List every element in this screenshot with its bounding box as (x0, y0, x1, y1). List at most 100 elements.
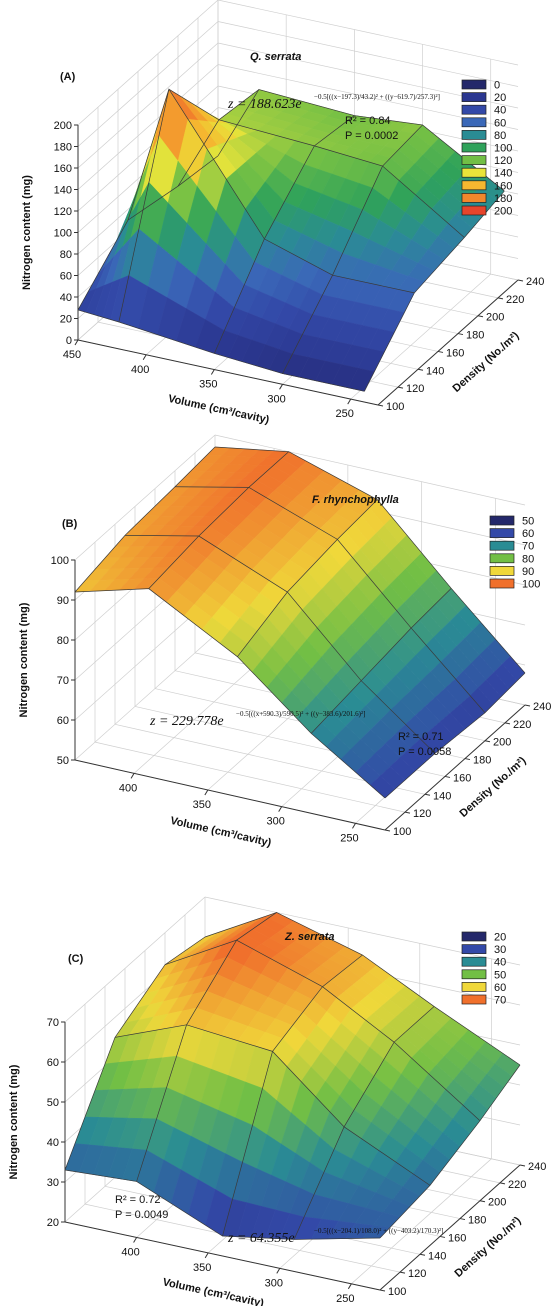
statistic: P = 0.0058 (398, 746, 451, 758)
legend-label: 50 (522, 516, 534, 528)
z-tick-label: 160 (54, 163, 72, 175)
wire-line (384, 672, 526, 799)
wire-line (237, 499, 378, 657)
z-tick-label: 100 (51, 555, 69, 567)
tick-mark (379, 1289, 386, 1292)
tick-mark (377, 404, 384, 407)
legend-swatch (461, 994, 487, 1005)
panel-title: Q. serrata (250, 51, 301, 63)
z-tick-label: 140 (54, 185, 72, 197)
legend-label: 70 (522, 541, 534, 553)
y-tick-label: 140 (433, 790, 451, 802)
wire-line (282, 124, 423, 374)
statistic: P = 0.0002 (345, 130, 398, 142)
legend-label: 120 (494, 155, 512, 167)
tick-mark (524, 704, 531, 707)
tick-mark (384, 829, 391, 832)
y-tick-label: 240 (528, 1161, 546, 1173)
z-tick-label: 60 (57, 715, 69, 727)
legend-swatch (461, 92, 487, 102)
x-tick-label: 300 (267, 393, 285, 405)
tick-mark (276, 1268, 281, 1274)
z-tick-label: 90 (57, 595, 69, 607)
equation-base: z = 64.355e (227, 1231, 295, 1246)
wire-line (214, 115, 355, 354)
legend-label: 20 (494, 932, 506, 944)
x-tick-label: 350 (193, 799, 211, 811)
y-axis-title: Density (No./m²) (451, 329, 522, 394)
y-tick-label: 100 (388, 1286, 406, 1298)
legend-swatch (461, 167, 487, 178)
tick-mark (479, 1200, 486, 1203)
legend-swatch (489, 566, 515, 576)
statistic: R² = 0.84 (345, 115, 391, 127)
z-tick-label: 40 (60, 292, 72, 304)
tick-mark (499, 1182, 506, 1185)
legend-label: 100 (494, 143, 512, 155)
grid-line (351, 1158, 492, 1285)
legend-swatch (461, 969, 487, 980)
z-tick-label: 0 (66, 335, 72, 347)
wire-line (77, 155, 219, 311)
tick-mark (484, 740, 491, 743)
wire-line (379, 1064, 521, 1239)
legend-label: 100 (522, 579, 540, 591)
panel-label: (C) (68, 953, 84, 965)
x-tick-label: 400 (121, 1246, 139, 1258)
grid-line (77, 64, 219, 190)
tick-mark (419, 1253, 426, 1256)
wire-line (222, 954, 363, 1237)
legend-label: 60 (494, 117, 506, 129)
legend-label: 60 (522, 528, 534, 540)
y-tick-label: 160 (446, 347, 464, 359)
legend-label: 40 (494, 957, 506, 969)
x-axis (74, 759, 386, 831)
y-tick-label: 160 (448, 1232, 466, 1244)
tick-mark (464, 758, 471, 761)
grid-line (77, 21, 219, 147)
tick-mark (204, 789, 209, 796)
legend-swatch (461, 193, 487, 203)
statistic: P = 0.0049 (115, 1209, 168, 1221)
y-tick-label: 140 (428, 1250, 446, 1262)
wire-line (74, 446, 216, 593)
z-tick-label: 60 (47, 1057, 59, 1069)
tick-mark (497, 297, 504, 300)
tick-mark (519, 1164, 526, 1167)
wire-line (64, 936, 206, 1171)
tick-mark (133, 1237, 138, 1243)
legend-swatch (461, 130, 487, 140)
y-tick-label: 220 (506, 294, 524, 306)
legend-swatch (461, 931, 487, 942)
tick-mark (347, 398, 352, 405)
panel-title: Z. serrata (284, 931, 335, 943)
y-tick-label: 200 (488, 1197, 506, 1209)
legend-label: 80 (494, 130, 506, 142)
wire-line (310, 588, 452, 734)
tick-mark (459, 1218, 466, 1221)
legend-swatch (461, 117, 487, 128)
tick-mark (210, 369, 215, 375)
grid-line (217, 0, 519, 66)
tick-mark (130, 773, 135, 779)
z-tick-label: 50 (57, 755, 69, 767)
y-tick-label: 200 (486, 312, 504, 324)
z-tick-label: 40 (47, 1137, 59, 1149)
tick-mark (347, 1283, 352, 1290)
tick-mark (404, 811, 411, 814)
z-axis-title: Nitrogen content (mg) (21, 175, 33, 290)
statistic: R² = 0.72 (115, 1194, 161, 1206)
x-tick-label: 300 (265, 1277, 283, 1289)
x-axis-title: Volume (cm³/cavity) (167, 393, 271, 427)
equation-exponent: −0.5[((x−204.1)/108.0)² + ((y−403.2)/170… (314, 1227, 443, 1235)
x-tick-label: 450 (63, 349, 81, 361)
y-tick-label: 160 (453, 772, 471, 784)
legend-label: 0 (494, 80, 500, 92)
legend-swatch (489, 515, 515, 526)
y-axis-title: Density (No./m²) (453, 1214, 524, 1279)
y-tick-label: 220 (513, 719, 531, 731)
grid-line (77, 0, 219, 126)
panel-label: (B) (62, 518, 78, 530)
y-tick-label: 120 (406, 383, 424, 395)
equation-exponent: −0.5[((x+590.3)/590.5)² + ((y−383.6)/201… (236, 710, 365, 718)
